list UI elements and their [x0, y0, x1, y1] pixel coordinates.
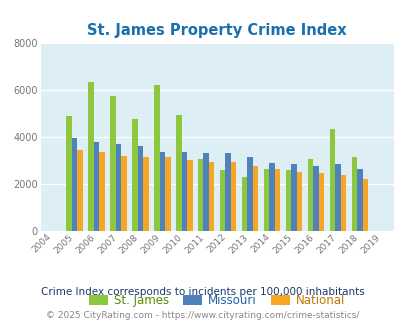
Bar	[318, 173, 323, 231]
Bar	[121, 156, 126, 231]
Bar	[362, 179, 367, 231]
Bar	[77, 150, 83, 231]
Bar	[230, 162, 236, 231]
Bar	[307, 159, 312, 231]
Bar	[181, 152, 187, 231]
Bar	[220, 170, 225, 231]
Bar	[263, 169, 269, 231]
Bar	[356, 169, 362, 231]
Text: Crime Index corresponds to incidents per 100,000 inhabitants: Crime Index corresponds to incidents per…	[41, 287, 364, 297]
Bar	[165, 157, 170, 231]
Bar	[143, 157, 148, 231]
Bar	[115, 144, 121, 231]
Bar	[187, 160, 192, 231]
Bar	[176, 115, 181, 231]
Bar	[285, 170, 290, 231]
Bar	[290, 164, 296, 231]
Bar	[72, 138, 77, 231]
Bar	[274, 169, 279, 231]
Bar	[110, 96, 115, 231]
Bar	[334, 164, 340, 231]
Bar	[247, 157, 252, 231]
Bar	[99, 152, 104, 231]
Text: © 2025 CityRating.com - https://www.cityrating.com/crime-statistics/: © 2025 CityRating.com - https://www.city…	[46, 311, 359, 320]
Bar	[132, 119, 137, 231]
Bar	[312, 166, 318, 231]
Bar	[137, 147, 143, 231]
Bar	[296, 172, 301, 231]
Bar	[329, 129, 334, 231]
Title: St. James Property Crime Index: St. James Property Crime Index	[87, 22, 346, 38]
Bar	[269, 163, 274, 231]
Bar	[209, 162, 214, 231]
Bar	[241, 177, 247, 231]
Bar	[340, 175, 345, 231]
Bar	[159, 152, 165, 231]
Bar	[225, 153, 230, 231]
Bar	[94, 142, 99, 231]
Bar	[66, 116, 72, 231]
Legend: St. James, Missouri, National: St. James, Missouri, National	[84, 289, 349, 312]
Bar	[88, 82, 94, 231]
Bar	[203, 153, 209, 231]
Bar	[154, 85, 159, 231]
Bar	[351, 157, 356, 231]
Bar	[252, 166, 258, 231]
Bar	[198, 159, 203, 231]
